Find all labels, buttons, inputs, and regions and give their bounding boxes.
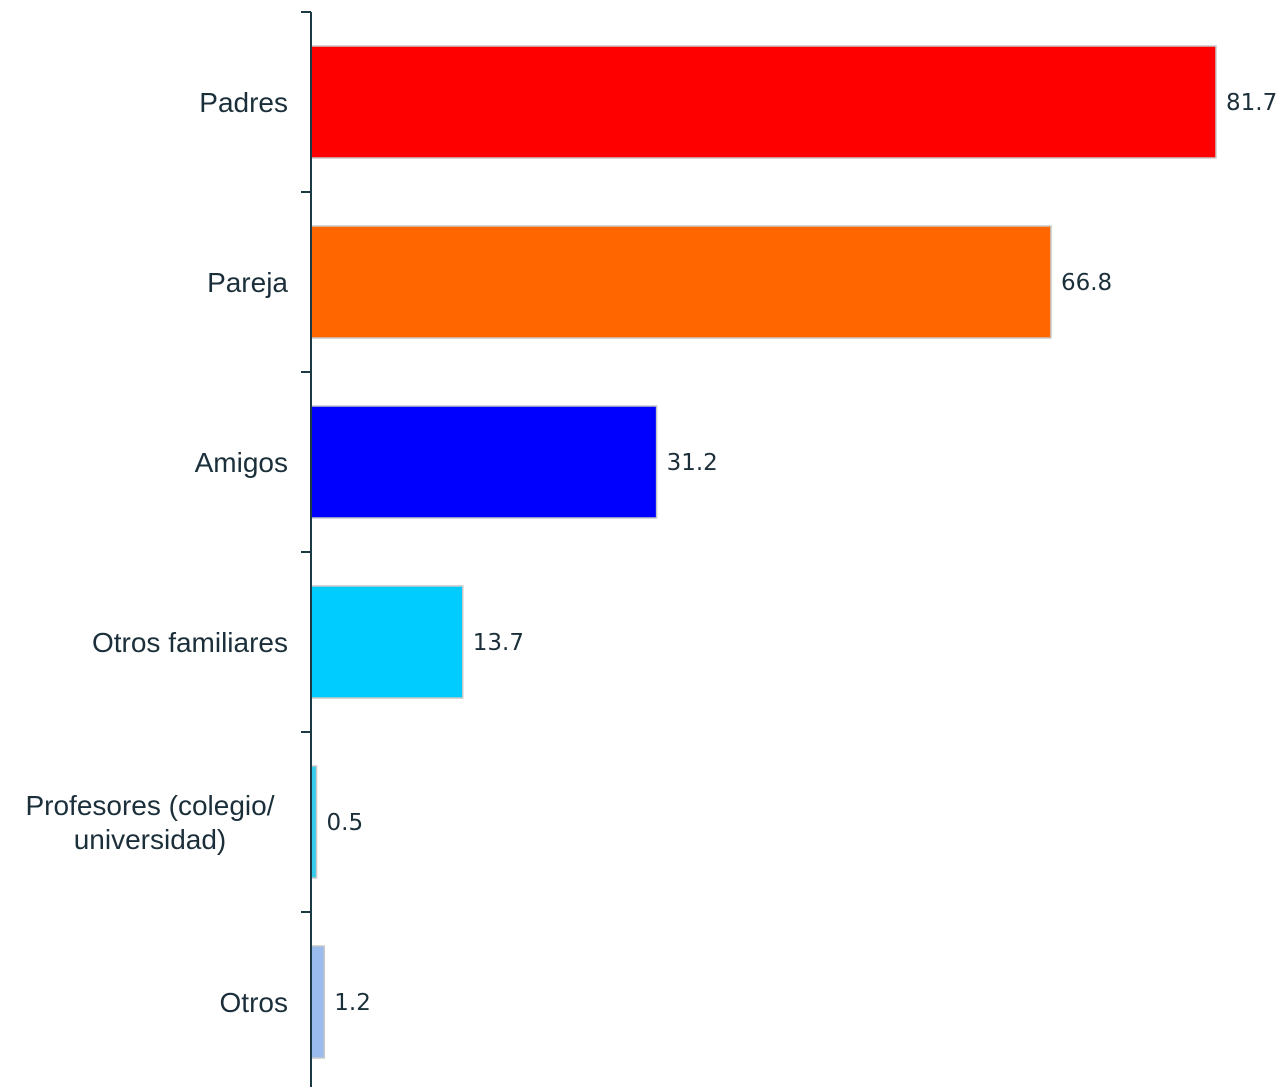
data-label: 66.8 [1061, 270, 1112, 296]
labels-group: 81.7 66.8 31.2 13.7 0.5 1.2 Padres Pareja Amigos… [25, 87, 1277, 1018]
data-label: 13.7 [473, 630, 524, 656]
category-axis [301, 11, 312, 1087]
category-label: Amigos [195, 447, 288, 478]
category-label: Pareja [207, 267, 288, 298]
bar [310, 225, 1052, 339]
data-label: 1.2 [334, 990, 371, 1016]
data-label: 0.5 [327, 810, 364, 836]
data-label: 31.2 [667, 450, 718, 476]
bar [310, 585, 464, 699]
category-label: Otros familiares [92, 627, 288, 658]
bar [310, 945, 326, 1059]
data-label: 81.7 [1226, 90, 1277, 116]
bars-group [310, 45, 1217, 1059]
category-label: Otros [220, 987, 288, 1018]
bar [310, 45, 1217, 159]
bar [310, 405, 658, 519]
category-label: Profesores (colegio/universidad) [25, 790, 274, 855]
category-label: Padres [199, 87, 288, 118]
